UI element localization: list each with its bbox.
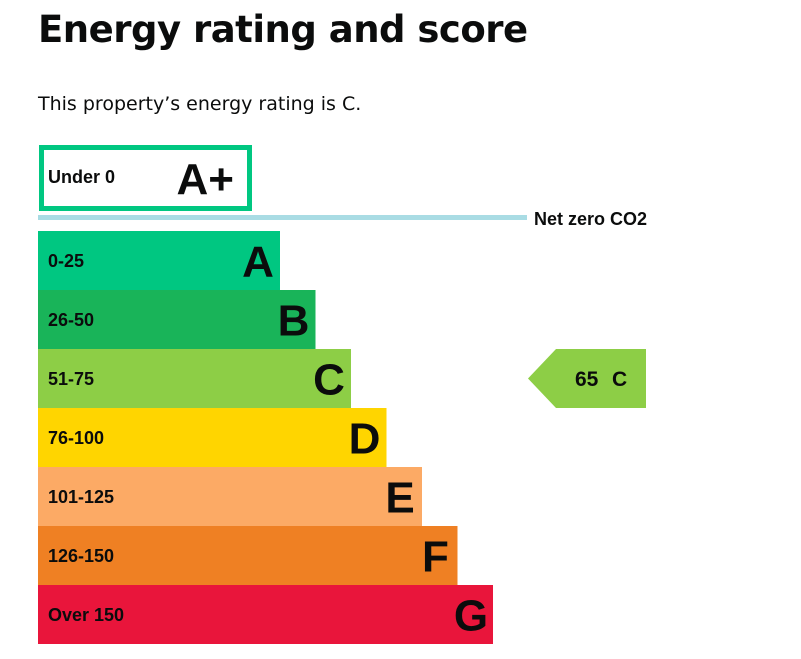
band-b-letter: B [278, 297, 310, 346]
band-a-range-label: 0-25 [48, 251, 84, 271]
band-g-letter: G [454, 592, 488, 641]
band-c-range-label: 51-75 [48, 369, 94, 389]
band-g-bar [38, 585, 493, 644]
band-aplus-letter: A+ [177, 155, 234, 204]
band-e-letter: E [385, 474, 414, 523]
band-aplus-outline [39, 145, 252, 211]
band-a-letter: A [242, 238, 274, 287]
current-rating-letter: C [612, 368, 627, 391]
band-b-bar [38, 290, 316, 349]
band-e-bar [38, 467, 422, 526]
page-title: Energy rating and score [38, 8, 528, 51]
band-g-range-label: Over 150 [48, 605, 124, 625]
band-d-letter: D [349, 415, 381, 464]
band-f-bar [38, 526, 458, 585]
band-b-range-label: 26-50 [48, 310, 94, 330]
band-f-range-label: 126-150 [48, 546, 114, 566]
band-aplus-range-label: Under 0 [48, 167, 115, 187]
current-score-value: 65 [575, 368, 599, 391]
net-zero-label: Net zero CO2 [534, 209, 647, 229]
energy-rating-sentence: This property’s energy rating is C. [38, 93, 362, 115]
band-f-letter: F [422, 533, 449, 582]
band-c-letter: C [313, 356, 345, 405]
band-e-range-label: 101-125 [48, 487, 114, 507]
band-d-range-label: 76-100 [48, 428, 104, 448]
band-c-bar [38, 349, 351, 408]
current-rating-arrow [528, 349, 646, 408]
band-a-bar [38, 231, 280, 290]
band-d-bar [38, 408, 387, 467]
